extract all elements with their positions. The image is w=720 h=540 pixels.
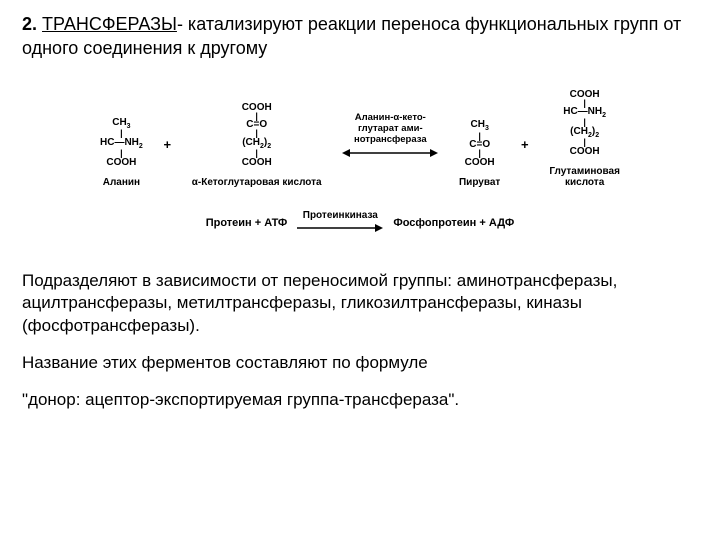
chemical-diagram: CH3 | HC—NH2 | COOH Аланин + COOH | C=O bbox=[100, 89, 620, 236]
reaction2-arrow: Протеинкиназа bbox=[297, 210, 383, 236]
m4-name: Глутаминовая кислота bbox=[549, 166, 620, 188]
m3-l2a: C bbox=[469, 139, 476, 150]
m2-l2b: O bbox=[259, 119, 267, 130]
m3-l2b: O bbox=[482, 139, 490, 150]
section-term: ТРАНСФЕРАЗЫ bbox=[42, 14, 177, 34]
reaction-row-1: CH3 | HC—NH2 | COOH Аланин + COOH | C=O bbox=[100, 89, 620, 188]
reaction1-arrow: Аланин-α-кето- глутарат ами- нотрансфера… bbox=[342, 113, 438, 188]
m1-l1-sub: 3 bbox=[127, 123, 131, 130]
m4-l3s2: 2 bbox=[595, 132, 599, 139]
m4-l3a: (CH bbox=[570, 126, 588, 137]
m2-l3s2: 2 bbox=[267, 143, 271, 150]
m1-l3: COOH bbox=[106, 157, 136, 168]
double-arrow-icon bbox=[342, 148, 438, 158]
molecule-pyruvate: CH3 | C=O | COOH Пируват bbox=[459, 119, 500, 187]
section-heading: 2. ТРАНСФЕРАЗЫ- катализируют реакции пер… bbox=[22, 12, 698, 61]
plus-2: + bbox=[521, 137, 529, 188]
m2-l2a: C bbox=[246, 119, 253, 130]
paragraph-1: Подразделяют в зависимости от переносимо… bbox=[22, 270, 698, 339]
right-arrow-icon bbox=[297, 223, 383, 233]
molecule-alanine: CH3 | HC—NH2 | COOH Аланин bbox=[100, 117, 143, 188]
paragraph-2: Название этих ферментов составляют по фо… bbox=[22, 352, 698, 375]
document-page: 2. ТРАНСФЕРАЗЫ- катализируют реакции пер… bbox=[0, 0, 720, 412]
m3-name: Пируват bbox=[459, 177, 500, 188]
m2-l3a: (CH bbox=[242, 137, 260, 148]
m3-l1: CH bbox=[470, 119, 484, 130]
m1-l2-sub: 2 bbox=[139, 143, 143, 150]
section-number: 2. bbox=[22, 14, 37, 34]
m4-l2b: NH bbox=[588, 106, 602, 117]
plus-1: + bbox=[164, 137, 172, 188]
m2-name: α-Кетоглутаровая кислота bbox=[192, 177, 322, 188]
m1-name: Аланин bbox=[100, 177, 143, 188]
m1-l2b: NH bbox=[124, 137, 138, 148]
m1-l2a: HC bbox=[100, 137, 114, 148]
m4-l4: COOH bbox=[570, 146, 600, 157]
m4-l2-sub: 2 bbox=[602, 112, 606, 119]
rx2-right: Фосфопротеин + АДФ bbox=[393, 217, 514, 229]
m4-l2a: HC bbox=[563, 106, 577, 117]
m2-l4: COOH bbox=[242, 157, 272, 168]
rx2-left: Протеин + АТФ bbox=[206, 217, 288, 229]
reaction-row-2: Протеин + АТФ Протеинкиназа Фосфопротеин… bbox=[100, 210, 620, 236]
m3-l3: COOH bbox=[465, 157, 495, 168]
molecule-aketoglutarate: COOH | C=O | (CH2)2 | COOH α-Кетоглутаро… bbox=[192, 102, 322, 188]
diagram-container: CH3 | HC—NH2 | COOH Аланин + COOH | C=O bbox=[22, 89, 698, 236]
m1-l1: CH bbox=[112, 117, 126, 128]
reaction2-enzyme: Протеинкиназа bbox=[297, 210, 383, 221]
reaction1-enzyme: Аланин-α-кето- глутарат ами- нотрансфера… bbox=[342, 113, 438, 146]
m3-l1-sub: 3 bbox=[485, 125, 489, 132]
paragraph-3: "донор: ацептор-экспортируемая группа-тр… bbox=[22, 389, 698, 412]
molecule-glutamic: COOH | HC—NH2 | (CH2)2 | COOH Глутаминов… bbox=[549, 89, 620, 188]
